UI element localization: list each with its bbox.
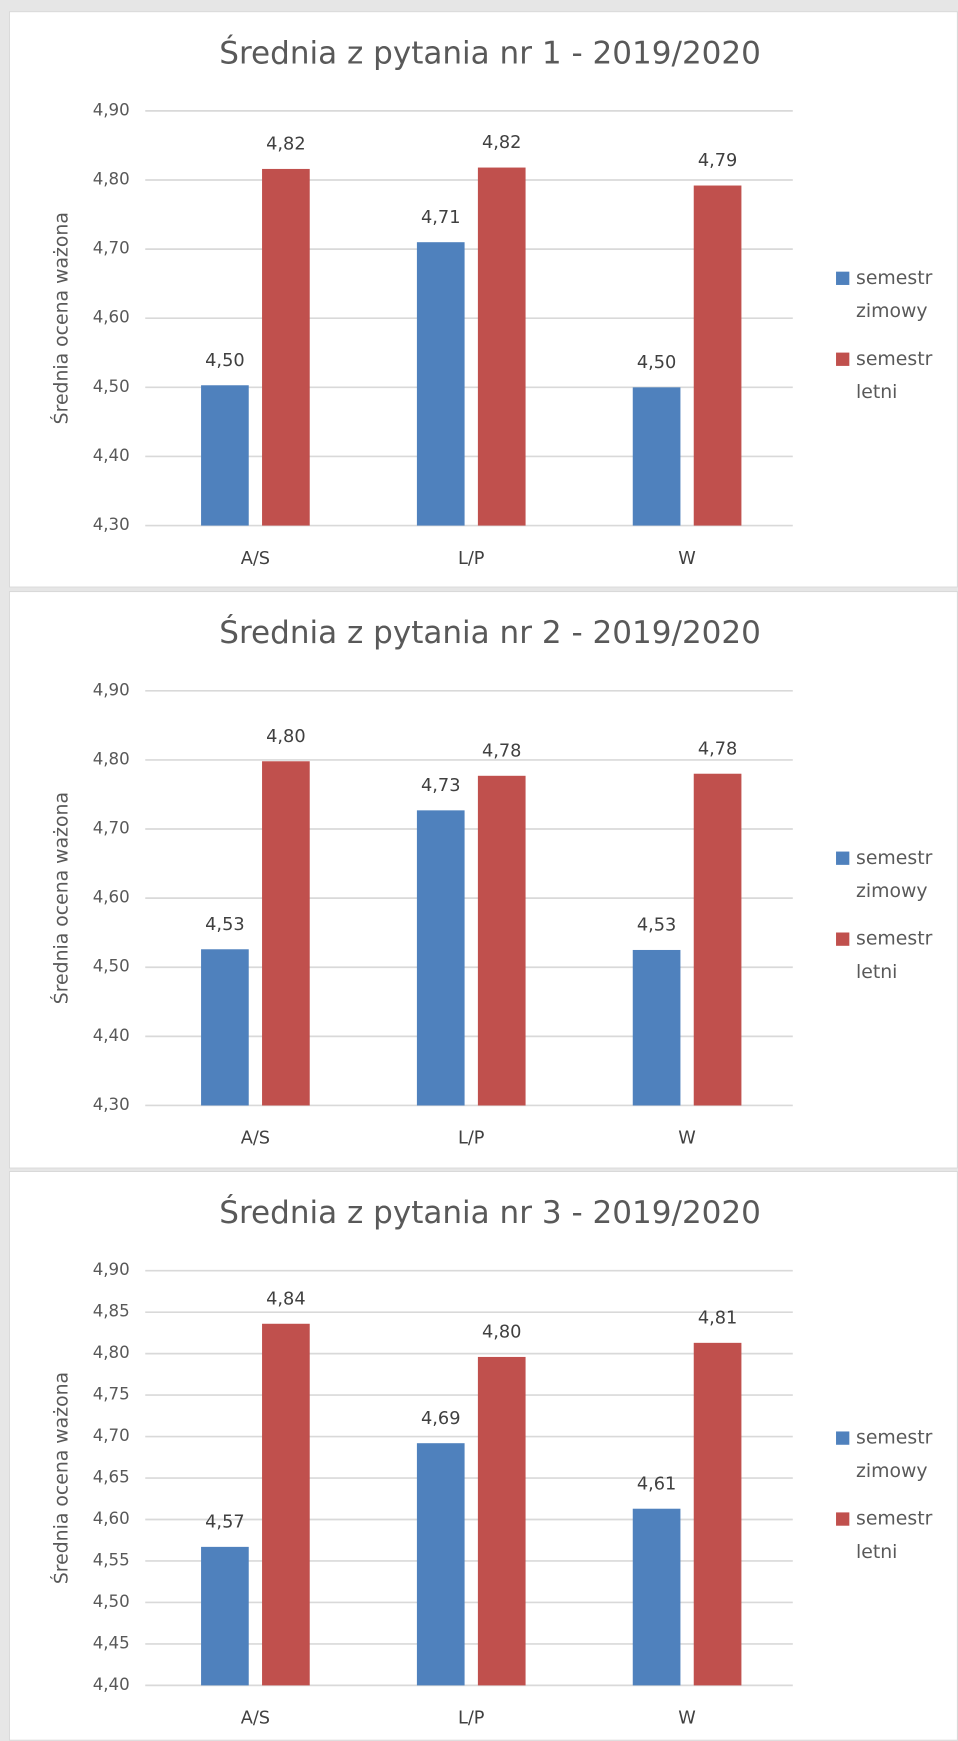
y-tick-label: 4,85: [93, 1302, 130, 1321]
data-label: 4,61: [637, 1474, 677, 1494]
y-axis-label: Średnia ocena ważona: [49, 792, 73, 1004]
chart: Średnia z pytania nr 3 - 2019/2020 Średni…: [49, 1192, 793, 1729]
y-tick-label: 4,70: [93, 1426, 130, 1445]
data-label: 4,53: [205, 915, 245, 935]
bar: [477, 167, 526, 526]
chart: Średnia z pytania nr 1 - 2019/2020 Średni…: [49, 32, 793, 569]
y-tick-label: 4,50: [93, 957, 130, 976]
legend-label: semestr zimowy: [855, 267, 933, 323]
y-tick-label: 4,40: [93, 1675, 130, 1694]
y-tick-label: 4,80: [93, 1343, 130, 1362]
x-tick-label: L/P: [458, 1709, 485, 1729]
chart-title: Średnia z pytania nr 1 - 2019/2020: [219, 32, 761, 71]
data-label: 4,81: [698, 1308, 738, 1328]
y-tick-label: 4,70: [93, 239, 130, 258]
data-label: 4,79: [698, 151, 738, 171]
bar: [262, 761, 310, 1106]
y-tick-label: 4,60: [93, 1509, 130, 1528]
chart-title: Średnia z pytania nr 3 - 2019/2020: [219, 1192, 761, 1231]
data-label: 4,84: [266, 1289, 306, 1309]
data-label: 4,80: [482, 1323, 522, 1343]
data-label: 4,50: [205, 351, 245, 371]
bar: [693, 773, 742, 1106]
y-tick-label: 4,50: [93, 377, 130, 396]
y-tick-label: 4,30: [93, 515, 130, 534]
bar: [262, 1323, 310, 1686]
chart-panel: Średnia z pytania nr 3 - 2019/2020 Średni…: [8, 1170, 958, 1741]
data-label: 4,78: [482, 741, 522, 761]
legend-label: semestr letni: [855, 348, 933, 404]
y-tick-label: 4,80: [93, 749, 130, 768]
y-tick-label: 4,45: [93, 1633, 130, 1652]
legend-swatch: [836, 271, 850, 285]
data-label: 4,69: [421, 1409, 461, 1429]
data-label: 4,57: [205, 1512, 245, 1532]
chart-panel: Średnia z pytania nr 2 - 2019/2020 Średni…: [8, 590, 958, 1169]
x-tick-label: W: [678, 1709, 696, 1729]
data-label: 4,73: [421, 776, 461, 796]
bar: [416, 242, 465, 526]
bar: [262, 168, 310, 526]
bar: [477, 775, 526, 1106]
y-tick-label: 4,60: [93, 888, 130, 907]
legend-swatch: [836, 851, 850, 865]
y-tick-label: 4,65: [93, 1468, 130, 1487]
chart-panel: Średnia z pytania nr 1 - 2019/2020 Średni…: [8, 11, 958, 588]
legend-label: semestr zimowy: [855, 847, 933, 903]
y-tick-label: 4,30: [93, 1095, 130, 1114]
bar: [416, 1443, 465, 1686]
y-tick-label: 4,90: [93, 100, 130, 119]
bar: [201, 949, 249, 1106]
bar: [693, 1342, 742, 1686]
legend-label: semestr zimowy: [855, 1427, 933, 1483]
bar: [416, 810, 465, 1106]
data-label: 4,82: [482, 133, 522, 153]
x-tick-label: A/S: [241, 549, 270, 569]
x-tick-label: A/S: [241, 1129, 270, 1149]
x-tick-label: W: [678, 549, 696, 569]
y-tick-label: 4,75: [93, 1385, 130, 1404]
chart: Średnia z pytania nr 2 - 2019/2020 Średni…: [49, 612, 793, 1149]
y-tick-label: 4,40: [93, 446, 130, 465]
bar: [477, 1356, 526, 1686]
y-tick-label: 4,70: [93, 819, 130, 838]
data-label: 4,82: [266, 135, 306, 155]
y-axis-label: Średnia ocena ważona: [49, 212, 73, 424]
legend-swatch: [836, 932, 850, 946]
y-tick-label: 4,80: [93, 169, 130, 188]
legend-swatch: [836, 352, 850, 366]
bar: [201, 385, 249, 526]
chart-title: Średnia z pytania nr 2 - 2019/2020: [219, 612, 761, 651]
x-tick-label: W: [678, 1129, 696, 1149]
bar: [201, 1546, 249, 1686]
y-tick-label: 4,50: [93, 1592, 130, 1611]
x-tick-label: L/P: [458, 549, 485, 569]
x-tick-label: A/S: [241, 1709, 270, 1729]
y-tick-label: 4,90: [93, 1260, 130, 1279]
x-tick-label: L/P: [458, 1129, 485, 1149]
data-label: 4,71: [421, 208, 461, 228]
y-axis-label: Średnia ocena ważona: [49, 1372, 73, 1584]
y-tick-label: 4,40: [93, 1026, 130, 1045]
bar: [632, 387, 681, 526]
y-tick-label: 4,55: [93, 1550, 130, 1569]
y-tick-label: 4,60: [93, 308, 130, 327]
data-label: 4,50: [637, 353, 677, 373]
data-label: 4,80: [266, 727, 306, 747]
legend-label: semestr letni: [855, 928, 933, 984]
legend-swatch: [836, 1512, 850, 1526]
bar: [632, 949, 681, 1106]
legend-label: semestr letni: [855, 1507, 933, 1564]
data-label: 4,78: [698, 739, 738, 759]
y-tick-label: 4,90: [93, 680, 130, 699]
data-label: 4,53: [637, 916, 677, 936]
legend-swatch: [836, 1431, 850, 1445]
bar: [693, 185, 742, 526]
bar: [632, 1508, 681, 1686]
